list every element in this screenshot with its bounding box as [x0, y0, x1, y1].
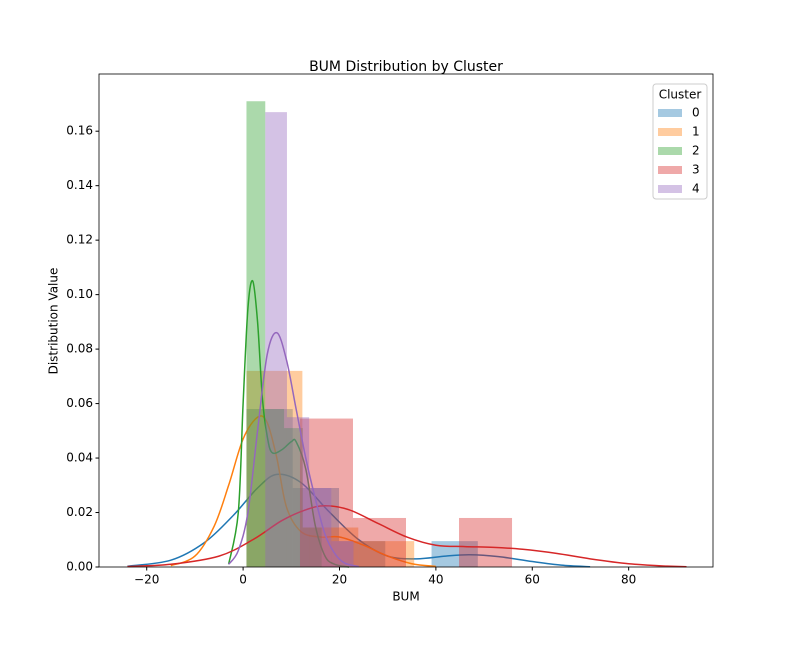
x-tick-label: 60 [525, 573, 540, 587]
x-axis-label: BUM [392, 590, 419, 604]
histogram-bar [302, 527, 322, 567]
y-tick-label: 0.08 [66, 342, 93, 356]
y-axis-label: Distribution Value [47, 268, 61, 375]
y-tick-label: 0.16 [66, 124, 93, 138]
x-tick-label: 0 [239, 573, 247, 587]
legend-label: 1 [692, 125, 700, 139]
y-tick-label: 0.06 [66, 396, 93, 410]
histogram-bar [331, 541, 354, 567]
histogram-bar [309, 488, 332, 567]
y-tick-label: 0.04 [66, 451, 93, 465]
histogram-bar [352, 517, 406, 567]
x-tick-label: 80 [621, 573, 636, 587]
histogram-bar [246, 370, 303, 567]
legend-label: 4 [692, 182, 700, 196]
legend-title: Cluster [659, 88, 702, 102]
legend: Cluster 0 1 2 3 4 [652, 83, 708, 200]
chart-title: BUM Distribution by Cluster [309, 59, 503, 75]
axes-frame [98, 73, 714, 568]
plot-area [127, 101, 687, 568]
kde-line [228, 332, 359, 568]
x-tick-label: 20 [332, 573, 347, 587]
x-tick-label: −20 [134, 573, 159, 587]
legend-swatch [658, 185, 682, 193]
y-tick-label: 0.02 [66, 505, 93, 519]
y-tick-label: 0.12 [66, 233, 93, 247]
legend-swatch [658, 166, 682, 174]
legend-swatch [658, 128, 682, 136]
x-tick-label: 40 [428, 573, 443, 587]
legend-label: 2 [692, 144, 700, 158]
legend-label: 3 [692, 163, 700, 177]
legend-swatch [658, 147, 682, 155]
kde-line [127, 473, 591, 568]
histogram-bar [265, 112, 287, 567]
y-tick-label: 0.14 [66, 178, 93, 192]
kde-line [170, 415, 436, 568]
legend-swatch [658, 109, 682, 117]
kde-line [227, 279, 350, 568]
legend-label: 0 [692, 106, 700, 120]
histogram-bar [246, 101, 266, 567]
histogram-bar [286, 417, 310, 567]
kde-line [127, 504, 687, 568]
legend-box [652, 83, 708, 200]
histogram-bar [246, 409, 293, 567]
y-tick-label: 0.00 [66, 560, 93, 574]
histogram-bar [299, 418, 353, 567]
histogram-bar [459, 517, 513, 567]
histogram-bar [284, 428, 303, 567]
y-tick-label: 0.10 [66, 287, 93, 301]
